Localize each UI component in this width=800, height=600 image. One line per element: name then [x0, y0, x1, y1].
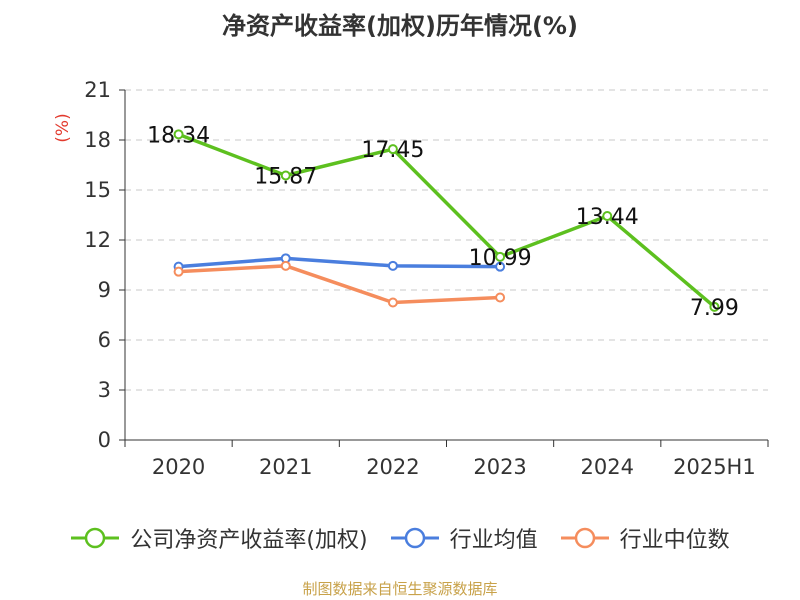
data-point [602, 211, 613, 221]
data-point [495, 251, 506, 262]
legend-item: 行业中位数 [560, 522, 730, 554]
y-tick-label: 0 [98, 428, 111, 452]
legend-item: 行业均值 [390, 522, 538, 554]
data-label: 15.87 [254, 165, 317, 190]
data-labels: 18.34 15.87 17.45 10.99 13.44 7.99 [147, 123, 739, 321]
chart-title: 净资产收益率(加权)历年情况(%) [222, 12, 578, 40]
data-point [387, 297, 398, 308]
y-tick-label: 12 [84, 228, 111, 252]
data-label: 18.34 [147, 123, 210, 148]
y-tick-label: 3 [98, 378, 111, 402]
y-tick-label: 21 [84, 78, 111, 102]
data-label: 10.99 [469, 246, 532, 271]
series-line [176, 264, 502, 305]
data-point [173, 129, 184, 140]
legend-item: 公司净资产收益率(加权) [70, 522, 368, 554]
data-point [173, 266, 184, 277]
legend-swatch [71, 527, 120, 549]
data-point [280, 260, 291, 271]
grid-lines [125, 89, 768, 391]
data-point [495, 261, 506, 272]
y-tick-label: 15 [84, 178, 111, 202]
x-tick-label: 2024 [581, 455, 634, 479]
data-point [387, 144, 398, 155]
y-tick-label: 18 [84, 128, 111, 152]
legend: 公司净资产收益率(加权) 行业均值 行业中位数 [0, 520, 800, 556]
legend-label: 行业中位数 [619, 528, 730, 553]
x-tick-label: 2022 [366, 455, 419, 479]
data-point [280, 170, 291, 181]
legend-swatch [560, 527, 609, 549]
data-label: 17.45 [361, 138, 424, 163]
data-label: 13.44 [576, 205, 639, 230]
axes: 0 3 6 9 12 15 18 21 2020 2021 2022 2023 2024 2025H1 (%… [53, 78, 769, 479]
data-point [495, 292, 506, 303]
x-tick-label: 2021 [259, 455, 312, 479]
legend-label: 公司净资产收益率(加权) [130, 528, 368, 553]
legend-swatch [390, 527, 439, 549]
y-tick-label: 9 [98, 278, 111, 302]
data-point [709, 301, 720, 312]
series-lines [173, 129, 720, 312]
x-tick-label: 2023 [473, 455, 526, 479]
series-line [176, 132, 717, 309]
y-axis-label: (%) [53, 113, 73, 142]
data-point [387, 260, 398, 271]
y-tick-label: 6 [98, 328, 111, 352]
data-label: 7.99 [690, 296, 739, 321]
source-note: 制图数据来自恒生聚源数据库 [302, 580, 498, 598]
x-tick-label: 2025H1 [673, 455, 756, 479]
series-line [176, 256, 502, 269]
x-tick-label: 2020 [152, 455, 205, 479]
legend-label: 行业均值 [449, 528, 538, 553]
